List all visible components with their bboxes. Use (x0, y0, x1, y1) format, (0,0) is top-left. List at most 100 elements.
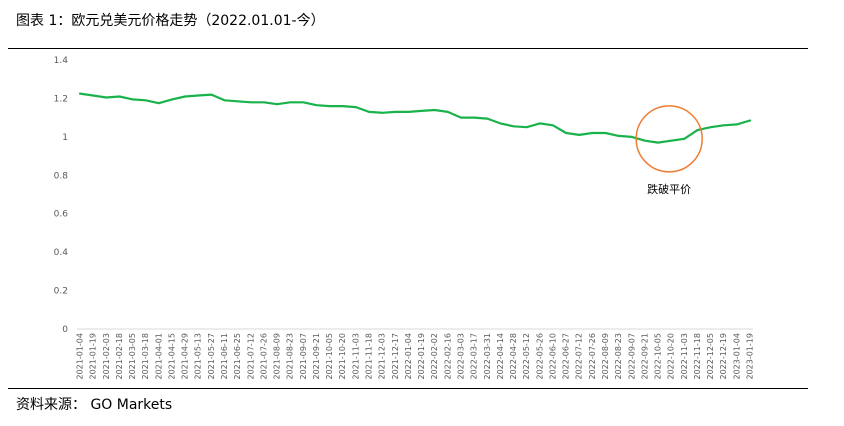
y-tick-label: 1.4 (54, 56, 69, 66)
data-point (236, 100, 239, 103)
parity-highlight-circle (635, 105, 703, 173)
data-point (407, 110, 410, 113)
x-tick-label: 2021-01-04 (76, 333, 85, 380)
x-tick-label: 2022-06-27 (562, 333, 571, 380)
source-note: 资料来源： GO Markets (16, 397, 173, 413)
data-point (197, 94, 200, 97)
data-point (263, 101, 265, 104)
data-point (79, 92, 81, 95)
data-point (486, 117, 489, 120)
x-tick-label: 2021-11-18 (365, 333, 374, 380)
series-line (78, 92, 752, 144)
x-tick-label: 2021-02-18 (115, 333, 124, 380)
x-tick-label: 2021-06-11 (220, 333, 229, 380)
data-point (473, 116, 476, 119)
x-tick-label: 2022-01-04 (404, 333, 413, 380)
x-tick-label: 2022-01-19 (417, 333, 426, 380)
x-tick-label: 2021-01-19 (89, 333, 98, 380)
x-tick-label: 2021-10-05 (325, 333, 334, 380)
data-point (460, 116, 462, 119)
data-point (223, 99, 226, 102)
x-tick-label: 2022-09-07 (627, 333, 636, 380)
x-tick-label: 2021-09-21 (312, 333, 321, 380)
x-tick-label: 2022-02-02 (430, 333, 439, 380)
x-tick-label: 2021-03-05 (128, 333, 137, 380)
x-tick-label: 2022-04-14 (496, 333, 505, 380)
data-point (131, 98, 134, 101)
x-tick-label: 2021-05-13 (194, 333, 203, 380)
data-point (381, 111, 384, 114)
y-tick-label: 0.2 (54, 287, 68, 297)
data-point (696, 129, 699, 132)
x-tick-label: 2021-04-15 (167, 333, 176, 380)
data-point (315, 104, 318, 107)
data-point (144, 99, 147, 102)
y-tick-label: 1.2 (54, 94, 68, 104)
data-point (499, 122, 502, 125)
data-point (604, 132, 607, 134)
y-axis: 0 0.2 0.4 0.6 0.8 1 1.2 1.4 (54, 56, 69, 335)
data-point (670, 139, 673, 142)
data-point (92, 94, 95, 97)
x-tick-label: 2023-01-19 (746, 333, 755, 380)
x-tick-label: 2022-03-31 (483, 333, 492, 380)
line-chart: 0 0.2 0.4 0.6 0.8 1 1.2 1.4 2021-01-04 2021-01-1… (54, 56, 755, 380)
x-tick-label: 2022-08-23 (614, 333, 623, 380)
x-tick-label: 2022-05-26 (535, 333, 544, 380)
annotation-layer: 跌破平价 (635, 105, 703, 196)
data-point (735, 123, 738, 126)
data-point (118, 95, 121, 98)
data-point (538, 122, 541, 125)
data-point (276, 103, 278, 106)
data-point (171, 98, 173, 101)
x-tick-label: 2021-05-27 (207, 333, 216, 380)
data-point (328, 105, 331, 108)
x-tick-label: 2021-04-01 (154, 333, 163, 380)
data-point (289, 101, 292, 104)
data-point (630, 135, 633, 138)
x-tick-label: 2021-04-29 (181, 333, 190, 380)
data-point (341, 105, 344, 108)
data-point (525, 126, 528, 129)
x-tick-label: 2021-03-18 (141, 333, 150, 380)
data-point (565, 132, 567, 134)
data-point (552, 124, 554, 127)
x-axis: 2021-01-04 2021-01-19 2021-02-03 2021-02-18… (76, 328, 755, 380)
x-tick-label: 2022-11-03 (680, 333, 689, 380)
bottom-divider (8, 388, 808, 389)
data-point (657, 141, 659, 144)
x-tick-label: 2021-10-20 (338, 333, 347, 380)
data-point (210, 93, 213, 96)
y-tick-label: 0.6 (54, 210, 69, 220)
x-tick-label: 2021-09-07 (299, 333, 308, 380)
x-tick-label: 2022-04-28 (509, 333, 518, 380)
x-tick-label: 2022-12-19 (719, 333, 728, 380)
annotation-label: 跌破平价 (647, 182, 691, 196)
data-point (433, 109, 436, 111)
data-point (368, 110, 370, 113)
x-tick-label: 2022-06-10 (548, 333, 557, 380)
x-tick-label: 2021-08-23 (286, 333, 295, 380)
y-tick-label: 0 (62, 325, 68, 335)
data-point (617, 134, 620, 137)
x-tick-label: 2021-11-03 (351, 333, 360, 380)
data-point (157, 102, 160, 105)
y-tick-label: 0.4 (54, 248, 69, 258)
data-point (302, 101, 305, 104)
x-tick-label: 2022-10-20 (667, 333, 676, 380)
data-point (512, 125, 515, 128)
x-tick-label: 2021-02-03 (102, 333, 111, 380)
x-tick-label: 2021-08-09 (273, 333, 282, 380)
x-tick-label: 2022-07-26 (588, 333, 597, 380)
x-tick-label: 2022-12-05 (706, 333, 715, 380)
x-tick-label: 2021-12-17 (391, 333, 400, 380)
data-point (446, 110, 449, 113)
data-point (749, 119, 751, 122)
x-tick-label: 2022-08-09 (601, 333, 610, 380)
y-tick-label: 1 (62, 133, 68, 143)
data-point (722, 124, 725, 127)
x-tick-label: 2021-07-26 (259, 333, 268, 380)
data-point (591, 132, 594, 134)
x-tick-label: 2022-03-17 (470, 333, 479, 380)
chart-title: 图表 1：欧元兑美元价格走势（2022.01.01-今） (16, 13, 325, 29)
